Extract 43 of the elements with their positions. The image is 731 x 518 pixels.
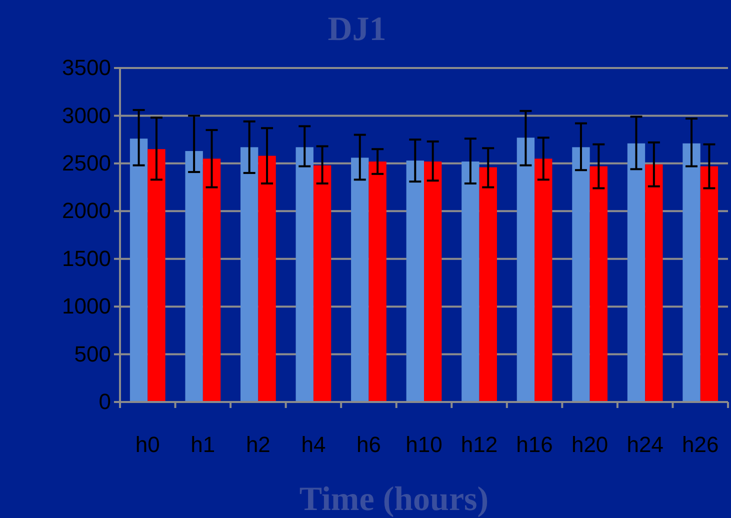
y-tick-label: 2500 [62, 150, 111, 176]
bar [351, 158, 369, 402]
bar [313, 165, 332, 402]
x-tick-label: h6 [356, 432, 381, 457]
x-tick-label: h20 [571, 432, 608, 457]
bar [516, 138, 535, 402]
bar [130, 138, 148, 402]
x-tick-label: h0 [135, 432, 160, 457]
bar [682, 143, 700, 402]
bar [462, 162, 480, 402]
x-axis-title: Time (hours) [299, 481, 489, 518]
y-tick-label: 3500 [62, 55, 111, 80]
bar [534, 158, 552, 402]
x-tick-label: h24 [626, 432, 664, 457]
bar [479, 167, 497, 402]
bar [202, 158, 221, 402]
x-tick-label: h2 [246, 432, 270, 457]
bar [424, 162, 442, 402]
y-tick-label: 1500 [62, 246, 111, 271]
bar [645, 164, 663, 402]
y-tick-label: 2000 [62, 198, 111, 224]
y-tick-label: 500 [74, 341, 111, 366]
bar [148, 149, 166, 402]
bar [572, 147, 590, 402]
bar [258, 156, 276, 402]
y-tick-label: 0 [98, 389, 111, 414]
x-tick-label: h12 [460, 432, 498, 457]
y-tick-label: 3000 [62, 102, 111, 128]
x-tick-label: h4 [301, 432, 326, 457]
bar [296, 147, 314, 402]
bar [240, 147, 258, 402]
chart-title: DJ1 [328, 11, 386, 48]
bar [368, 162, 386, 402]
bar [406, 160, 424, 402]
bar [185, 151, 203, 402]
x-tick-label: h26 [682, 432, 719, 457]
bar [700, 166, 718, 402]
bar [627, 143, 646, 402]
x-tick-label: h10 [406, 432, 442, 457]
x-tick-label: h16 [516, 432, 553, 457]
y-tick-label: 1000 [62, 294, 111, 319]
bar [590, 166, 608, 402]
x-tick-label: h1 [190, 432, 216, 457]
